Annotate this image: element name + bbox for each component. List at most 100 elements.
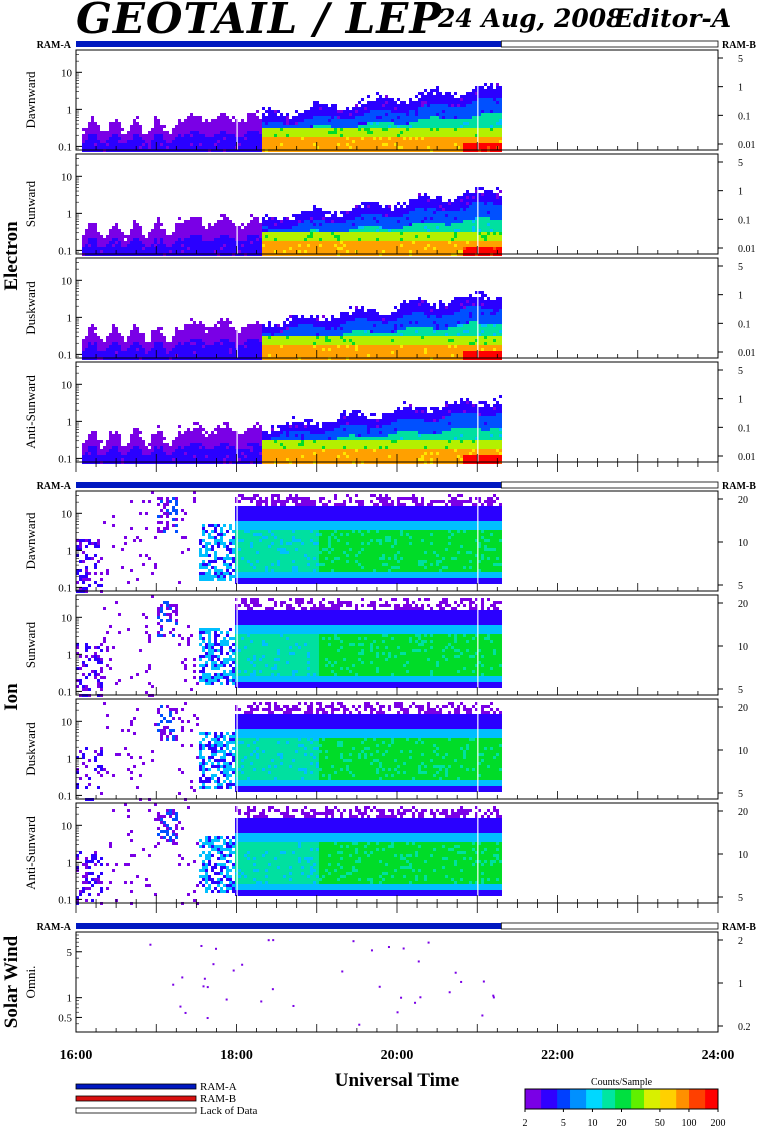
spectrogram-cell (421, 137, 424, 140)
spectrogram-cell (385, 104, 388, 107)
spectrogram-cell (274, 137, 277, 140)
spectrogram-cell (472, 113, 475, 116)
spectrogram-cell (325, 146, 328, 149)
spectrogram-cell (445, 95, 448, 98)
spectrogram-cell (496, 125, 499, 128)
spectrogram-cell (157, 134, 160, 137)
spectrogram-cell (292, 125, 295, 128)
spectrogram-cell (238, 339, 241, 342)
spectrogram-cell (280, 336, 283, 339)
spectrogram-cell (244, 354, 247, 357)
spectrogram-cell (379, 140, 382, 143)
spectrogram-cell (241, 131, 244, 134)
spectrogram-cell (169, 235, 172, 238)
spectrogram-cell (313, 113, 316, 116)
spectrogram-cell (412, 140, 415, 143)
spectrogram-cell (394, 119, 397, 122)
spectrogram-cell (214, 232, 217, 235)
spectrogram-cell (391, 223, 394, 226)
spectrogram-cell (181, 330, 184, 333)
spectrogram-cell (178, 241, 181, 244)
spectrogram-cell (421, 205, 424, 208)
spectrogram-cell (490, 128, 493, 131)
spectrogram-cell (367, 104, 370, 107)
spectrogram-cell (418, 244, 421, 247)
spectrogram-cell (226, 336, 229, 339)
spectrogram-cell (484, 214, 487, 217)
spectrogram-cell (202, 143, 205, 146)
spectrogram-cell (376, 202, 379, 205)
spectrogram-cell (118, 232, 121, 235)
spectrogram-cell (178, 128, 181, 131)
spectrogram-cell (88, 235, 91, 238)
spectrogram-cell (208, 244, 211, 247)
spectrogram-cell (337, 220, 340, 223)
spectrogram-cell (88, 247, 91, 250)
spectrogram-cell (205, 235, 208, 238)
spectrogram-cell (139, 238, 142, 241)
spectrogram-cell (169, 140, 172, 143)
spectrogram-cell (175, 125, 178, 128)
spectrogram-cell (307, 211, 310, 214)
spectrogram-cell (349, 137, 352, 140)
spectrogram-cell (412, 235, 415, 238)
spectrogram-cell (262, 339, 265, 342)
spectrogram-cell (157, 229, 160, 232)
spectrogram-cell (499, 92, 502, 95)
spectrogram-cell (157, 235, 160, 238)
spectrogram-cell (493, 134, 496, 137)
spectrogram-cell (199, 137, 202, 140)
spectrogram-cell (457, 214, 460, 217)
spectrogram-cell (331, 223, 334, 226)
spectrogram-cell (481, 187, 484, 190)
spectrogram-cell (376, 205, 379, 208)
spectrogram-cell (409, 250, 412, 253)
spectrogram-cell (262, 351, 265, 354)
spectrogram-cell (253, 345, 256, 348)
spectrogram-cell (334, 235, 337, 238)
spectrogram-cell (430, 143, 433, 146)
spectrogram-cell (457, 110, 460, 113)
spectrogram-cell (442, 113, 445, 116)
spectrogram-cell (271, 217, 274, 220)
spectrogram-cell (490, 134, 493, 137)
spectrogram-cell (247, 229, 250, 232)
spectrogram-cell (253, 131, 256, 134)
spectrogram-cell (199, 146, 202, 149)
spectrogram-cell (346, 223, 349, 226)
spectrogram-cell (196, 351, 199, 354)
spectrogram-cell (487, 134, 490, 137)
spectrogram-cell (121, 146, 124, 149)
spectrogram-cell (340, 143, 343, 146)
spectrogram-cell (400, 211, 403, 214)
spectrogram-cell (439, 116, 442, 119)
spectrogram-cell (298, 122, 301, 125)
spectrogram-cell (409, 98, 412, 101)
spectrogram-cell (433, 199, 436, 202)
spectrogram-cell (409, 205, 412, 208)
spectrogram-cell (190, 339, 193, 342)
spectrogram-cell (259, 348, 262, 351)
spectrogram-cell (433, 125, 436, 128)
spectrogram-cell (91, 333, 94, 336)
spectrogram-cell (487, 110, 490, 113)
spectrogram-cell (400, 101, 403, 104)
spectrogram-cell (286, 327, 289, 330)
spectrogram-cell (436, 98, 439, 101)
spectrogram-cell (205, 134, 208, 137)
spectrogram-cell (226, 235, 229, 238)
spectrogram-cell (229, 247, 232, 250)
spectrogram-cell (112, 134, 115, 137)
spectrogram-cell (292, 223, 295, 226)
spectrogram-cell (370, 241, 373, 244)
spectrogram-cell (427, 247, 430, 250)
spectrogram-cell (178, 354, 181, 357)
spectrogram-cell (400, 232, 403, 235)
spectrogram-cell (475, 125, 478, 128)
spectrogram-cell (373, 202, 376, 205)
spectrogram-cell (391, 146, 394, 149)
spectrogram-cell (469, 238, 472, 241)
spectrogram-cell (250, 238, 253, 241)
spectrogram-cell (247, 140, 250, 143)
spectrogram-cell (283, 339, 286, 342)
